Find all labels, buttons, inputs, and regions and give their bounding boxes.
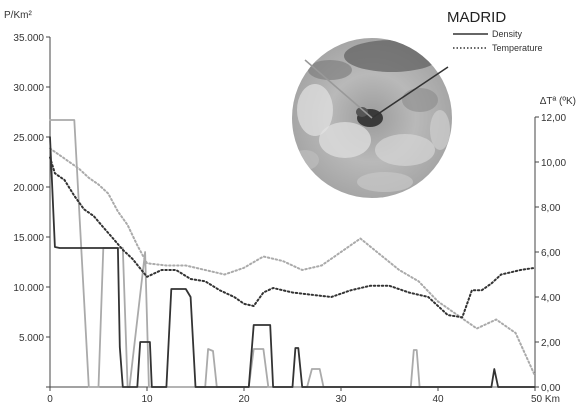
x-tick-label: 20	[238, 394, 250, 405]
series-layer	[49, 119, 536, 388]
map-texture	[292, 40, 450, 192]
x-tick-label: 50 Km	[531, 394, 560, 405]
legend: Density Temperature	[453, 29, 543, 53]
madrid-map-image	[292, 38, 452, 198]
y-right-tick-label: 10,00	[541, 158, 566, 169]
y-right-tick-label: 2,00	[541, 338, 561, 349]
y-left-axis-label: P/Km²	[4, 10, 32, 21]
y-right-axis-label: ΔTª (ºK)	[540, 96, 576, 107]
y-left-tick-label: 15.000	[13, 233, 44, 244]
y-left-tick-label: 25.000	[13, 133, 44, 144]
series-line-temperature-light	[49, 147, 536, 377]
y-left-tick-label: 30.000	[13, 83, 44, 94]
x-tick-label: 40	[432, 394, 444, 405]
y-right-tick-label: 4,00	[541, 293, 561, 304]
y-left-tick-label: 5.000	[19, 333, 44, 344]
y-left-tick-label: 10.000	[13, 283, 44, 294]
transect-line-dark	[371, 66, 449, 119]
series-line-density	[49, 136, 536, 388]
series-line-density-light	[49, 119, 536, 388]
x-tick-label: 30	[335, 394, 347, 405]
y-left-tick-label: 20.000	[13, 183, 44, 194]
legend-label-temperature: Temperature	[492, 43, 543, 53]
legend-label-density: Density	[492, 29, 523, 39]
series-line-temperature	[49, 156, 536, 319]
x-tick-label: 10	[141, 394, 153, 405]
axes: 0 10 20 30 40 50 Km 5.000 10.000 15.000 20.000 25.…	[13, 33, 566, 405]
plot-area: 0 10 20 30 40 50 Km 5.000 10.000 15.000 20.000 25.…	[13, 33, 566, 405]
x-tick-label: 0	[47, 394, 53, 405]
y-right-tick-label: 8,00	[541, 203, 561, 214]
y-right-tick-label: 12,00	[541, 113, 566, 124]
y-left-tick-label: 35.000	[13, 33, 44, 44]
y-right-tick-label: 0,00	[541, 383, 561, 394]
y-right-tick-label: 6,00	[541, 248, 561, 259]
chart-title: MADRID	[447, 9, 506, 26]
transect-line-light	[304, 59, 373, 119]
